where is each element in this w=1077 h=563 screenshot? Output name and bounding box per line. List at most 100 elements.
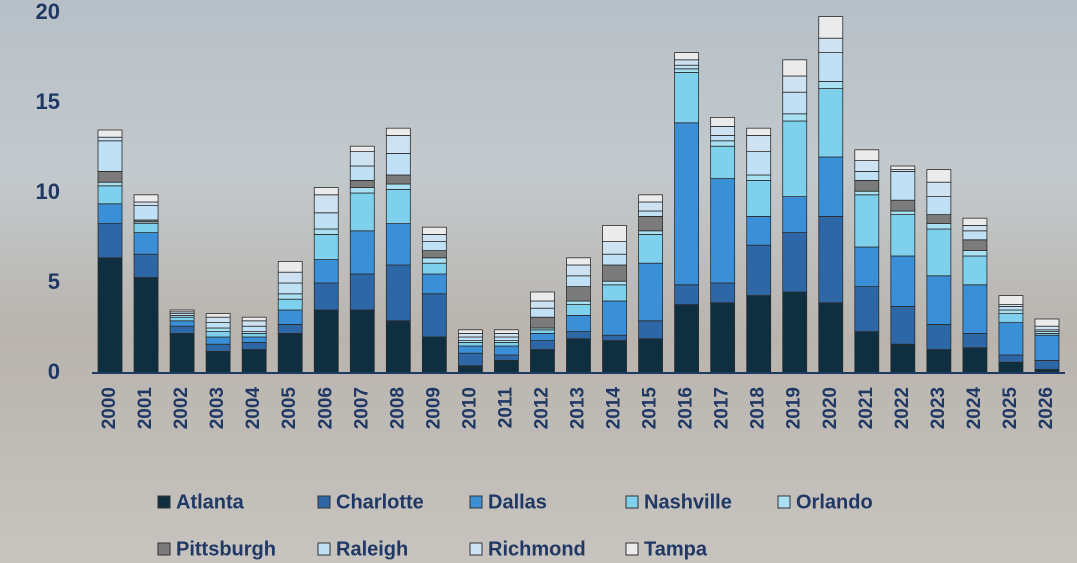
bar-segment bbox=[926, 323, 952, 350]
bar-segment bbox=[818, 37, 844, 54]
bar-segment bbox=[746, 134, 772, 152]
bar-segment bbox=[349, 187, 375, 194]
bar-segment bbox=[602, 224, 627, 242]
legend-swatch bbox=[469, 542, 483, 556]
bar-segment bbox=[241, 316, 267, 322]
bar-segment bbox=[674, 122, 700, 286]
bar-segment bbox=[962, 239, 988, 252]
bar-segment bbox=[313, 212, 339, 230]
bar-segment bbox=[457, 329, 483, 334]
x-tick-label: 2010 bbox=[459, 387, 480, 429]
bar-segment bbox=[854, 246, 880, 287]
bar-segment bbox=[962, 230, 988, 241]
bar-segment bbox=[349, 230, 375, 275]
bar-segment bbox=[602, 253, 627, 266]
bar-segment bbox=[277, 282, 303, 295]
bar-segment bbox=[674, 72, 700, 124]
bar-segment bbox=[385, 264, 411, 322]
bar-segment bbox=[313, 233, 339, 260]
bar-segment bbox=[97, 203, 123, 225]
bar-segment bbox=[241, 332, 267, 338]
bar-segment bbox=[1034, 318, 1060, 327]
bar-segment bbox=[746, 151, 772, 176]
bar-segment bbox=[890, 255, 916, 307]
x-tick-label: 2019 bbox=[784, 387, 805, 429]
bar-segment bbox=[818, 302, 844, 374]
bar-segment bbox=[169, 309, 195, 313]
bar-segment bbox=[457, 341, 483, 347]
bar-segment bbox=[926, 223, 952, 230]
bar-segment bbox=[241, 336, 267, 343]
bar-segment bbox=[349, 192, 375, 232]
bar-segment bbox=[566, 257, 591, 266]
bar-segment bbox=[385, 183, 411, 190]
bar-segment bbox=[746, 179, 772, 217]
bar-segment bbox=[421, 262, 447, 275]
bar-segment bbox=[205, 336, 231, 345]
bar-segment bbox=[710, 282, 736, 304]
bar-segment bbox=[494, 329, 519, 334]
x-tick-label: 2000 bbox=[99, 387, 120, 429]
bar-segment bbox=[277, 271, 303, 284]
bar-segment bbox=[854, 179, 880, 192]
bar-segment bbox=[890, 165, 916, 170]
bar-segment bbox=[1034, 359, 1060, 370]
bar-segment bbox=[638, 320, 663, 340]
bar-segment bbox=[674, 68, 700, 73]
bar-segment bbox=[205, 343, 231, 352]
bar-segment bbox=[530, 316, 555, 329]
x-tick-label: 2015 bbox=[640, 387, 661, 430]
bar-segment bbox=[169, 320, 195, 327]
bar-segment bbox=[926, 169, 952, 183]
bar-segment bbox=[133, 194, 159, 203]
x-tick-label: 2025 bbox=[1000, 387, 1021, 430]
bar-segment bbox=[349, 151, 375, 167]
bar-segment bbox=[277, 298, 303, 311]
bar-segment bbox=[349, 145, 375, 152]
bar-segment bbox=[530, 329, 555, 334]
bar-segment bbox=[566, 264, 591, 277]
bar-segment bbox=[385, 223, 411, 266]
bar-segment bbox=[998, 322, 1024, 356]
bar-segment bbox=[205, 350, 231, 374]
bar-segment bbox=[674, 284, 700, 305]
bar-segment bbox=[133, 277, 159, 374]
bar-segment bbox=[746, 127, 772, 136]
bar-segment bbox=[782, 291, 808, 374]
bar-segment bbox=[421, 233, 447, 242]
legend-swatch bbox=[469, 495, 483, 509]
x-tick-label: 2026 bbox=[1036, 387, 1057, 429]
bar-segment bbox=[962, 224, 988, 232]
bar-segment bbox=[926, 214, 952, 225]
bar-segment bbox=[1034, 334, 1060, 361]
legend-label: Nashville bbox=[644, 491, 732, 513]
bar-segment bbox=[566, 275, 591, 287]
bar-segment bbox=[349, 309, 375, 374]
bar-segment bbox=[710, 126, 736, 136]
bar-segment bbox=[494, 332, 519, 338]
legend-label: Raleigh bbox=[336, 538, 408, 560]
bar-segment bbox=[97, 185, 123, 205]
bar-segment bbox=[782, 75, 808, 93]
bar-segment bbox=[205, 327, 231, 332]
bar-segment bbox=[998, 313, 1024, 324]
legend-swatch bbox=[777, 495, 791, 509]
bar-segment bbox=[205, 322, 231, 329]
bar-segment bbox=[457, 352, 483, 367]
bar-segment bbox=[926, 275, 952, 325]
bar-segment bbox=[494, 354, 519, 361]
bar-segment bbox=[133, 253, 159, 278]
x-tick-label: 2024 bbox=[964, 387, 985, 430]
bar-segment bbox=[421, 250, 447, 259]
bar-segment bbox=[494, 359, 519, 374]
bar-segment bbox=[818, 52, 844, 82]
bar-segment bbox=[746, 215, 772, 246]
bar-segment bbox=[457, 345, 483, 354]
x-tick-label: 2020 bbox=[820, 387, 841, 429]
bar-segment bbox=[926, 349, 952, 374]
bar-segment bbox=[890, 343, 916, 374]
x-tick-label: 2023 bbox=[928, 387, 949, 429]
bar-segment bbox=[421, 293, 447, 338]
bar-segment bbox=[890, 305, 916, 345]
bar-segment bbox=[854, 190, 880, 196]
